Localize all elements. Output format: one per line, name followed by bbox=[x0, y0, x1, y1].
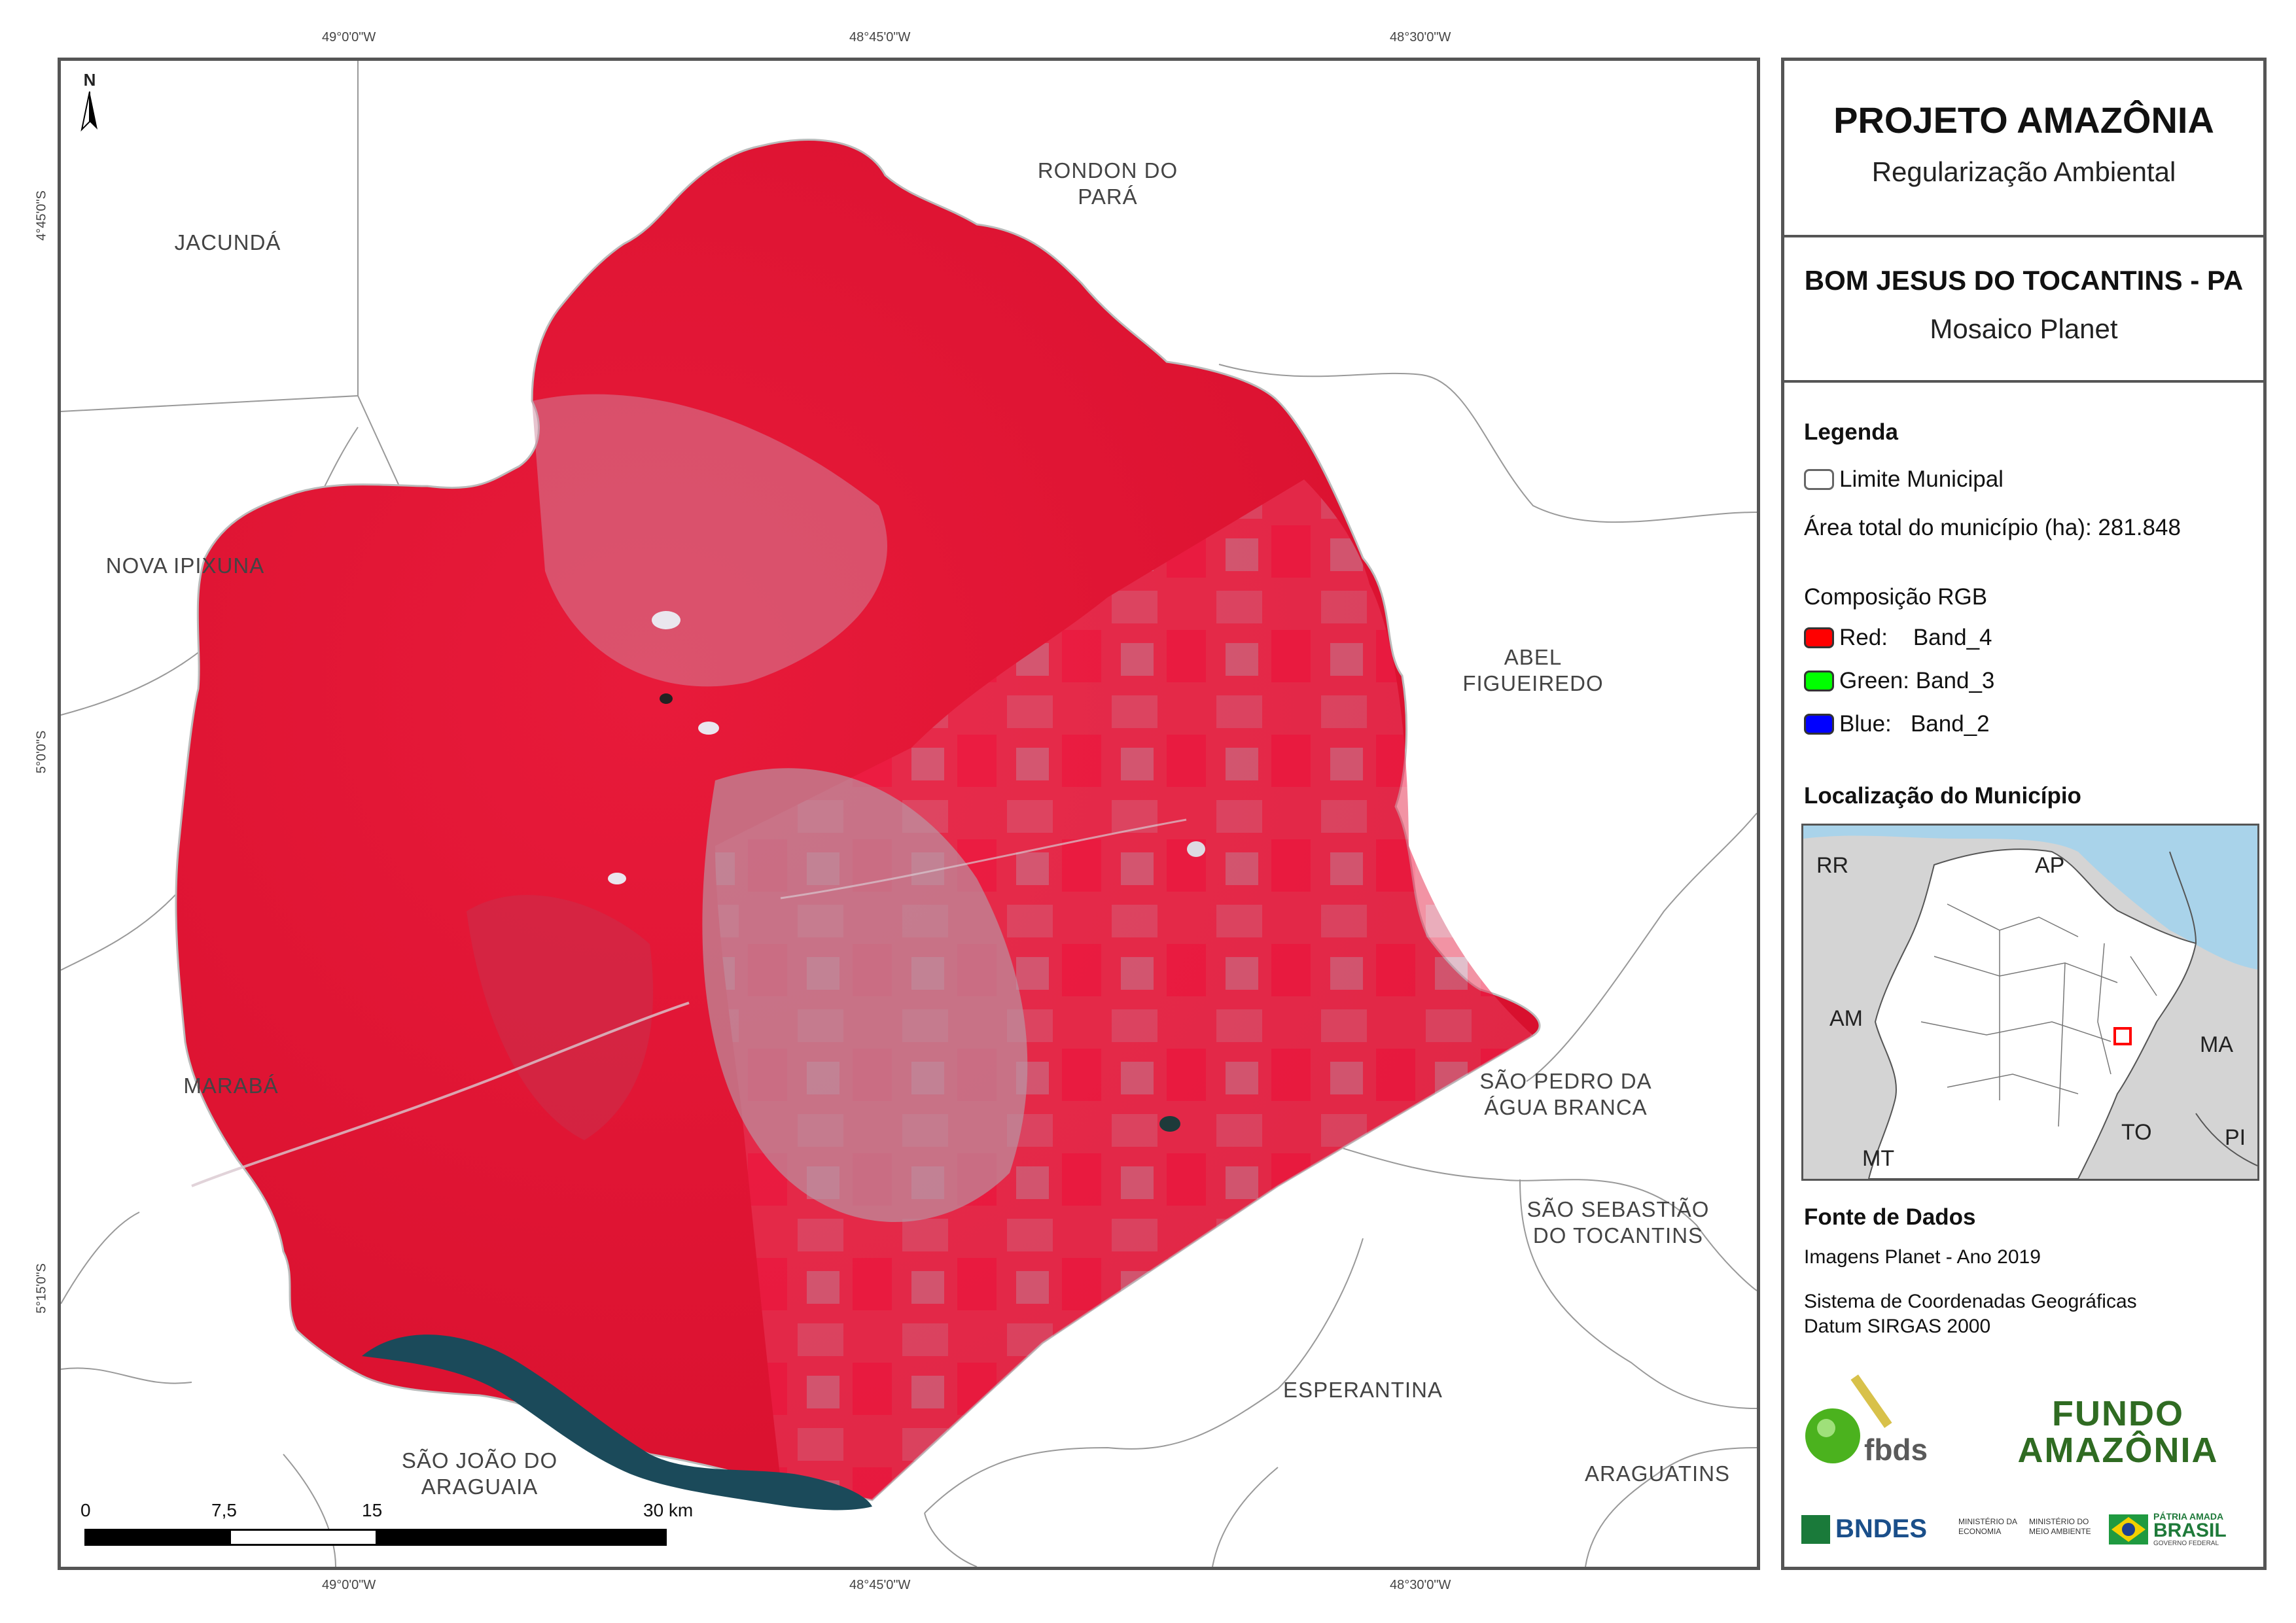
fbds-logo-text: fbds bbox=[1864, 1433, 1928, 1467]
location-heading: Localização do Município bbox=[1804, 783, 2081, 809]
bndes-logo: BNDES bbox=[1801, 1514, 1927, 1544]
brazil-flag-icon bbox=[2109, 1514, 2148, 1544]
legend-red: Red: Band_4 bbox=[1804, 625, 1992, 651]
bndes-logo-text: BNDES bbox=[1835, 1514, 1928, 1543]
label-nova-ipixuna: NOVA IPIXUNA bbox=[105, 553, 265, 578]
map-subtitle: Mosaico Planet bbox=[1930, 313, 2118, 344]
map-canvas[interactable] bbox=[61, 61, 1757, 1567]
graticule-top-1: 49°0'0"W bbox=[322, 30, 376, 44]
boundary-swatch bbox=[1804, 469, 1834, 490]
brasil-logo-line3: GOVERNO FEDERAL bbox=[2153, 1540, 2219, 1547]
scalebar-label-3: 30 km bbox=[643, 1500, 694, 1520]
state-ap: AP bbox=[2035, 853, 2065, 878]
state-pi: PI bbox=[2225, 1125, 2246, 1150]
project-title: PROJETO AMAZÔNIA bbox=[1833, 99, 2214, 141]
legend-boundary: Limite Municipal bbox=[1804, 466, 2004, 493]
brasil-logo-line1: PÁTRIA AMADA bbox=[2153, 1511, 2224, 1522]
min-economia-logo: MINISTÉRIO DA ECONOMIA bbox=[1958, 1517, 2017, 1536]
label-esperantina: ESPERANTINA bbox=[1283, 1378, 1443, 1402]
municipality-mosaic[interactable] bbox=[175, 138, 1541, 1501]
graticule-top-3: 48°30'0"W bbox=[1390, 30, 1451, 44]
state-ma: MA bbox=[2200, 1032, 2233, 1057]
legend-blue-label: Blue: Band_2 bbox=[1839, 711, 1990, 737]
fbds-logo-icon bbox=[1805, 1374, 1892, 1463]
state-am: AM bbox=[1829, 1006, 1863, 1031]
blue-swatch bbox=[1804, 714, 1834, 735]
sources-line1: Imagens Planet - Ano 2019 bbox=[1804, 1246, 2041, 1268]
sources-heading: Fonte de Dados bbox=[1804, 1204, 1976, 1230]
legend-green-label: Green: Band_3 bbox=[1839, 668, 1995, 693]
graticule-bottom-3: 48°30'0"W bbox=[1390, 1578, 1451, 1592]
red-swatch bbox=[1804, 627, 1834, 648]
north-arrow-label: N bbox=[83, 70, 96, 90]
scalebar-bar bbox=[84, 1529, 667, 1546]
panel-divider bbox=[1784, 235, 2263, 237]
graticule-left-1: 4°45'0"S bbox=[34, 190, 49, 241]
legend-red-label: Red: Band_4 bbox=[1839, 625, 1992, 650]
graticule-left-2: 5°0'0"S bbox=[34, 730, 49, 774]
location-inset-map[interactable]: RR AP AM MA TO MT PI bbox=[1801, 824, 2259, 1181]
panel-divider bbox=[1784, 380, 2263, 383]
legend-boundary-label: Limite Municipal bbox=[1839, 466, 2004, 492]
fundo-logo-line1: FUNDO bbox=[2052, 1394, 2184, 1433]
graticule-bottom-1: 49°0'0"W bbox=[322, 1578, 376, 1592]
legend-blue: Blue: Band_2 bbox=[1804, 711, 1990, 737]
graticule-left-3: 5°15'0"S bbox=[34, 1263, 49, 1314]
state-to: TO bbox=[2121, 1120, 2152, 1145]
fbds-logo: fbds bbox=[1801, 1369, 1958, 1467]
label-maraba: MARABÁ bbox=[183, 1073, 279, 1098]
legend-heading: Legenda bbox=[1804, 419, 1898, 445]
graticule-bottom-2: 48°45'0"W bbox=[849, 1578, 911, 1592]
map-title: BOM JESUS DO TOCANTINS - PA bbox=[1804, 265, 2244, 296]
state-mt: MT bbox=[1862, 1146, 1895, 1171]
scalebar-label-1: 7,5 bbox=[211, 1500, 237, 1520]
brasil-logo: PÁTRIA AMADA BRASIL GOVERNO FEDERAL bbox=[2109, 1507, 2257, 1552]
project-subtitle: Regularização Ambiental bbox=[1871, 156, 2176, 187]
green-swatch bbox=[1804, 671, 1834, 691]
min-ambiente-logo: MINISTÉRIO DO MEIO AMBIENTE bbox=[2029, 1517, 2091, 1536]
label-sao-pedro: SÃO PEDRO DA ÁGUA BRANCA bbox=[1479, 1069, 1652, 1119]
inset-svg bbox=[1803, 826, 2257, 1179]
map-frame[interactable]: N RONDON DO PARÁ JACUNDÁ NOVA IPIXUNA AB… bbox=[58, 58, 1760, 1570]
scalebar-label-2: 15 bbox=[362, 1500, 383, 1520]
sources-line2: Sistema de Coordenadas Geográficas bbox=[1804, 1291, 2137, 1312]
label-sao-sebastiao: SÃO SEBASTIÃO DO TOCANTINS bbox=[1527, 1197, 1710, 1248]
river bbox=[362, 1335, 872, 1510]
north-arrow-icon bbox=[80, 91, 97, 132]
bndes-logo-icon bbox=[1801, 1514, 1830, 1544]
fundo-amazonia-logo: FUNDO AMAZÔNIA bbox=[1981, 1395, 2255, 1469]
legend-green: Green: Band_3 bbox=[1804, 668, 1994, 694]
brasil-logo-line2: BRASIL bbox=[2153, 1520, 2227, 1541]
label-rondon: RONDON DO PARÁ bbox=[1037, 158, 1178, 209]
scalebar-label-0: 0 bbox=[80, 1500, 91, 1520]
label-jacunda: JACUNDÁ bbox=[174, 230, 281, 254]
sources-line3: Datum SIRGAS 2000 bbox=[1804, 1316, 1991, 1337]
north-arrow: N bbox=[70, 70, 109, 142]
label-abel-figueiredo: ABEL FIGUEIREDO bbox=[1462, 645, 1604, 695]
graticule-top-2: 48°45'0"W bbox=[849, 30, 911, 44]
map-info-panel: PROJETO AMAZÔNIA Regularização Ambiental… bbox=[1781, 58, 2267, 1570]
fundo-logo-line2: AMAZÔNIA bbox=[2017, 1431, 2219, 1470]
state-rr: RR bbox=[1816, 853, 1849, 878]
label-araguatins: ARAGUATINS bbox=[1584, 1461, 1731, 1486]
municipal-boundaries bbox=[61, 61, 1757, 1567]
label-sao-joao: SÃO JOÃO DO ARAGUAIA bbox=[401, 1448, 558, 1499]
legend-rgb-heading: Composição RGB bbox=[1804, 584, 1988, 610]
legend-area: Área total do município (ha): 281.848 bbox=[1804, 515, 2181, 540]
